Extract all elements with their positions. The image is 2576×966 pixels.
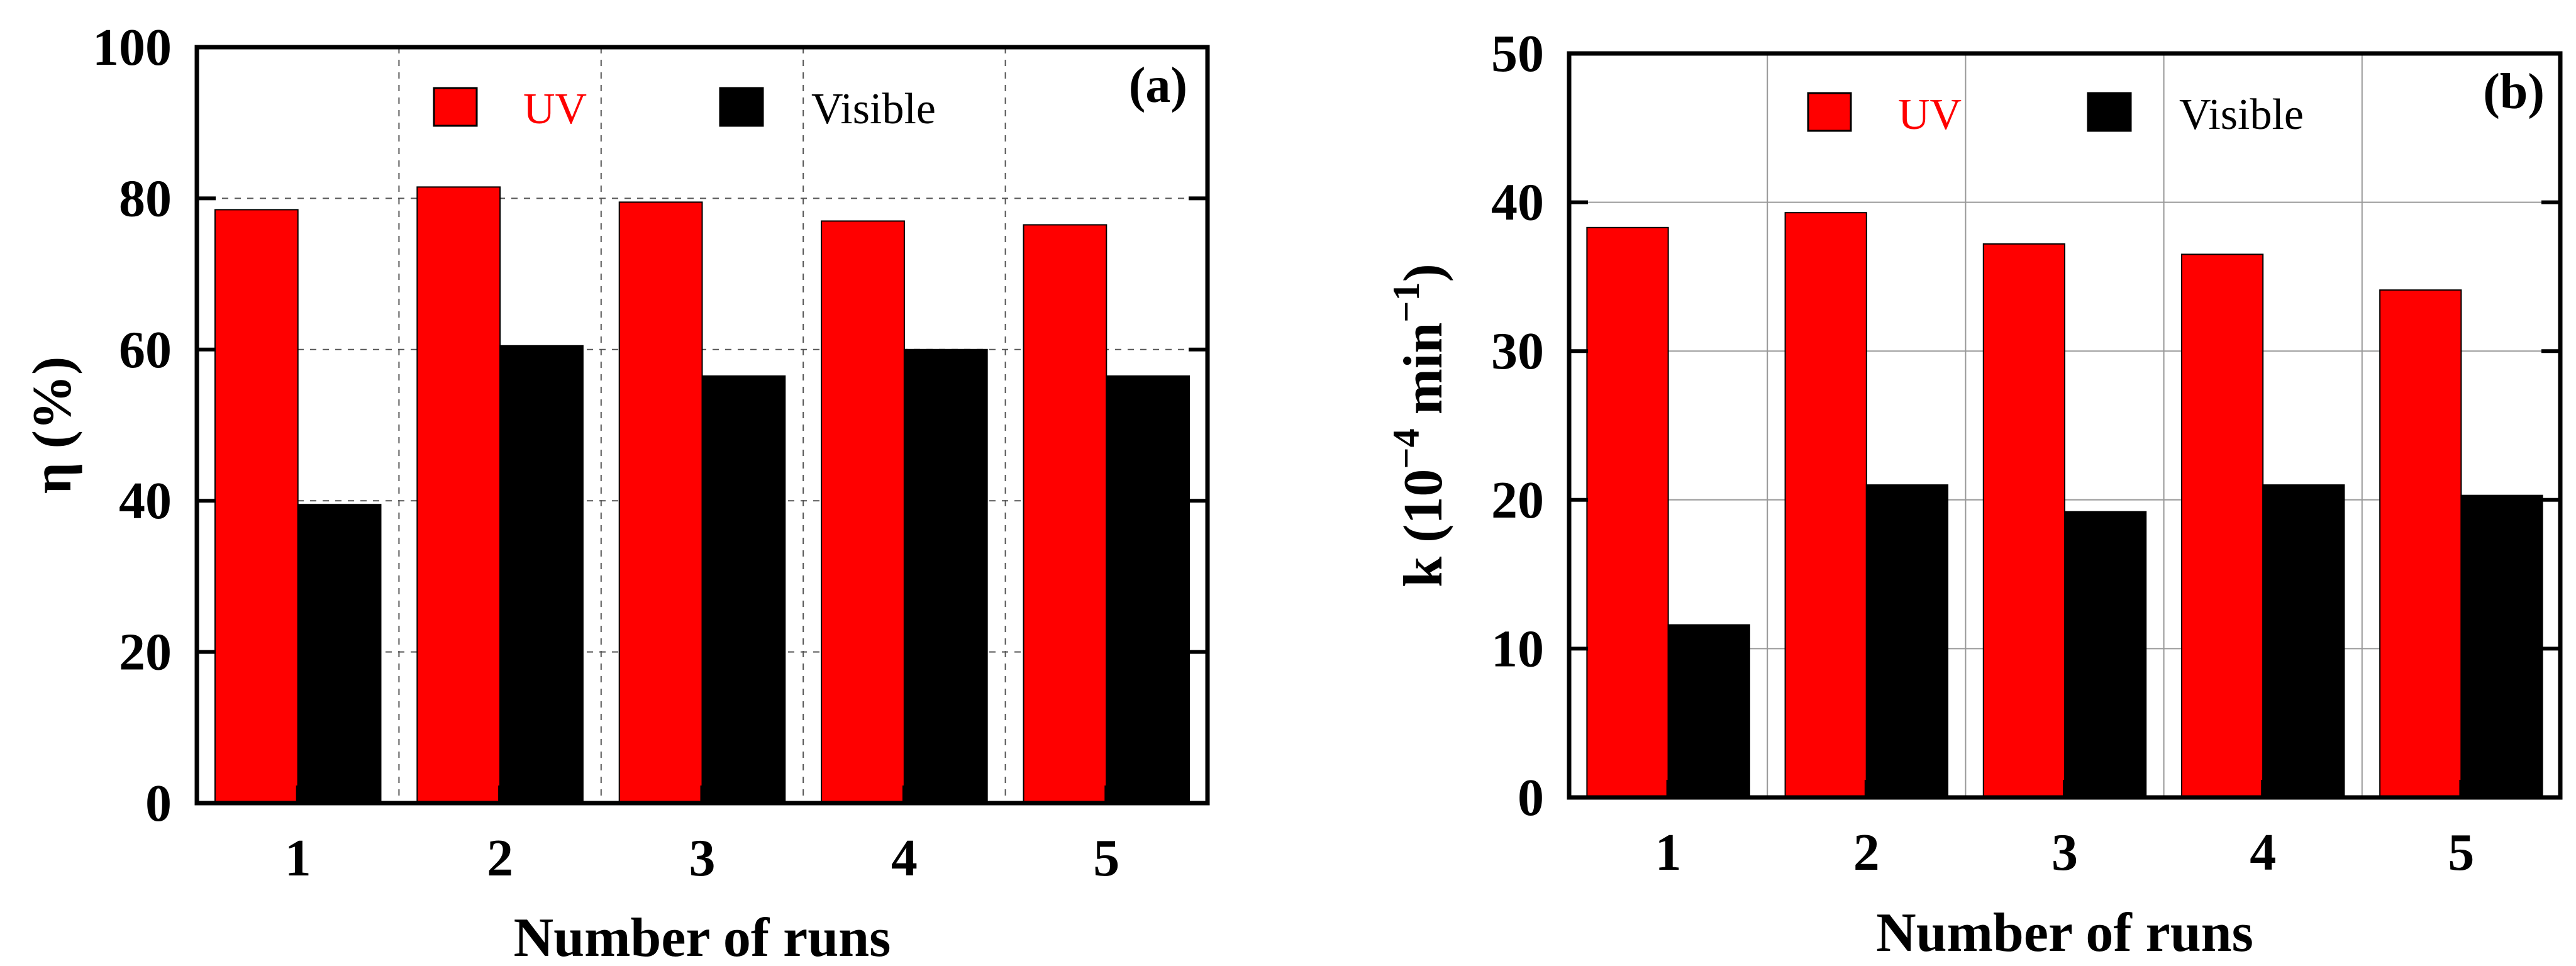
y-tick-label: 40: [119, 472, 172, 530]
y-tick-label: 40: [1491, 174, 1544, 232]
y-axis-label-b-main: k (10: [1393, 469, 1454, 587]
bar-visible-run-2: [1865, 484, 1949, 798]
legend-a: UV Visible: [433, 85, 936, 133]
x-tick-label: 3: [689, 829, 716, 887]
bar-uv-run-5: [2379, 289, 2462, 799]
bar-uv-run-2: [1784, 212, 1867, 798]
y-axis-label-b-unit-exponent: −1: [1385, 282, 1427, 322]
x-tick-label: 1: [1655, 823, 1682, 882]
bar-uv-run-4: [2180, 253, 2264, 799]
x-tick-label: 2: [1853, 823, 1880, 882]
y-tick-label: 50: [1491, 25, 1544, 83]
x-tick-labels-b: 1 2 3 4 5: [1655, 823, 2475, 882]
bar-uv-run-3: [1982, 243, 2066, 798]
legend-label-visible-a: Visible: [811, 85, 936, 133]
x-tick-label: 3: [2051, 823, 2078, 882]
bars-b: [1586, 212, 2543, 799]
ticks-a: [197, 45, 1208, 805]
panel-label-b: (b): [2483, 64, 2545, 119]
x-tick-label: 2: [487, 829, 513, 887]
bar-visible-run-3: [2064, 511, 2147, 799]
bar-visible-run-1: [297, 504, 382, 804]
ticks-b: [1569, 52, 2560, 799]
bar-uv-run-4: [821, 220, 905, 804]
legend-label-visible-b: Visible: [2179, 91, 2304, 139]
y-tick-label: 80: [119, 169, 172, 228]
panel-label-a: (a): [1129, 58, 1187, 113]
x-tick-label: 4: [2250, 823, 2276, 882]
y-axis-label-b-exponent: −4: [1385, 428, 1427, 469]
y-axis-label-a: η (%): [22, 357, 83, 494]
legend-swatch-visible-b: [2087, 92, 2132, 132]
bar-visible-run-5: [2460, 494, 2543, 799]
bar-uv-run-5: [1023, 224, 1108, 804]
chart-panel-a: 0 20 40 60 80 100 1 2 3 4 5 UV Visible (a) Number…: [22, 18, 1210, 966]
y-tick-label: 20: [1491, 471, 1544, 530]
y-tick-label: 30: [1491, 322, 1544, 380]
bar-visible-run-2: [499, 345, 584, 804]
y-axis-label-b-close: ): [1393, 264, 1454, 282]
bar-visible-run-5: [1106, 375, 1191, 804]
y-tick-label: 0: [1518, 769, 1544, 827]
x-tick-label: 1: [285, 829, 311, 887]
x-tick-labels-a: 1 2 3 4 5: [285, 829, 1120, 887]
x-axis-label-b: Number of runs: [1876, 902, 2253, 963]
x-axis-label-a: Number of runs: [514, 908, 891, 966]
bar-uv-run-1: [214, 209, 299, 804]
legend-swatch-uv-a: [433, 87, 478, 127]
x-tick-label: 5: [1093, 829, 1119, 887]
legend-label-uv-b: UV: [1898, 91, 1962, 139]
bar-visible-run-3: [701, 375, 786, 804]
y-tick-label: 0: [145, 774, 172, 833]
bar-uv-run-2: [416, 186, 501, 804]
chart-panel-b: 0 10 20 30 40 50 1 2 3 4 5 UV Visible (b) Number …: [1385, 25, 2563, 963]
legend-label-uv-a: UV: [523, 85, 587, 133]
bar-visible-run-4: [903, 348, 988, 804]
bar-visible-run-1: [1667, 624, 1750, 798]
y-tick-label: 60: [119, 321, 172, 379]
x-tick-label: 5: [2448, 823, 2474, 882]
legend-b: UV Visible: [1807, 91, 2304, 139]
x-tick-label: 4: [891, 829, 918, 887]
y-tick-label: 10: [1491, 619, 1544, 678]
bar-visible-run-4: [2262, 484, 2345, 798]
bars-a: [214, 186, 1191, 804]
legend-swatch-uv-b: [1807, 92, 1852, 132]
y-axis-label-b-unit: min: [1393, 323, 1454, 429]
y-tick-label: 20: [119, 623, 172, 682]
y-tick-labels-a: 0 20 40 60 80 100: [92, 18, 172, 833]
legend-swatch-visible-a: [719, 87, 764, 127]
y-axis-label-b: k (10−4 min−1): [1385, 264, 1454, 587]
y-tick-labels-b: 0 10 20 30 40 50: [1491, 25, 1544, 827]
y-tick-label: 100: [92, 18, 172, 77]
bar-uv-run-1: [1586, 226, 1669, 798]
bar-uv-run-3: [618, 201, 703, 804]
